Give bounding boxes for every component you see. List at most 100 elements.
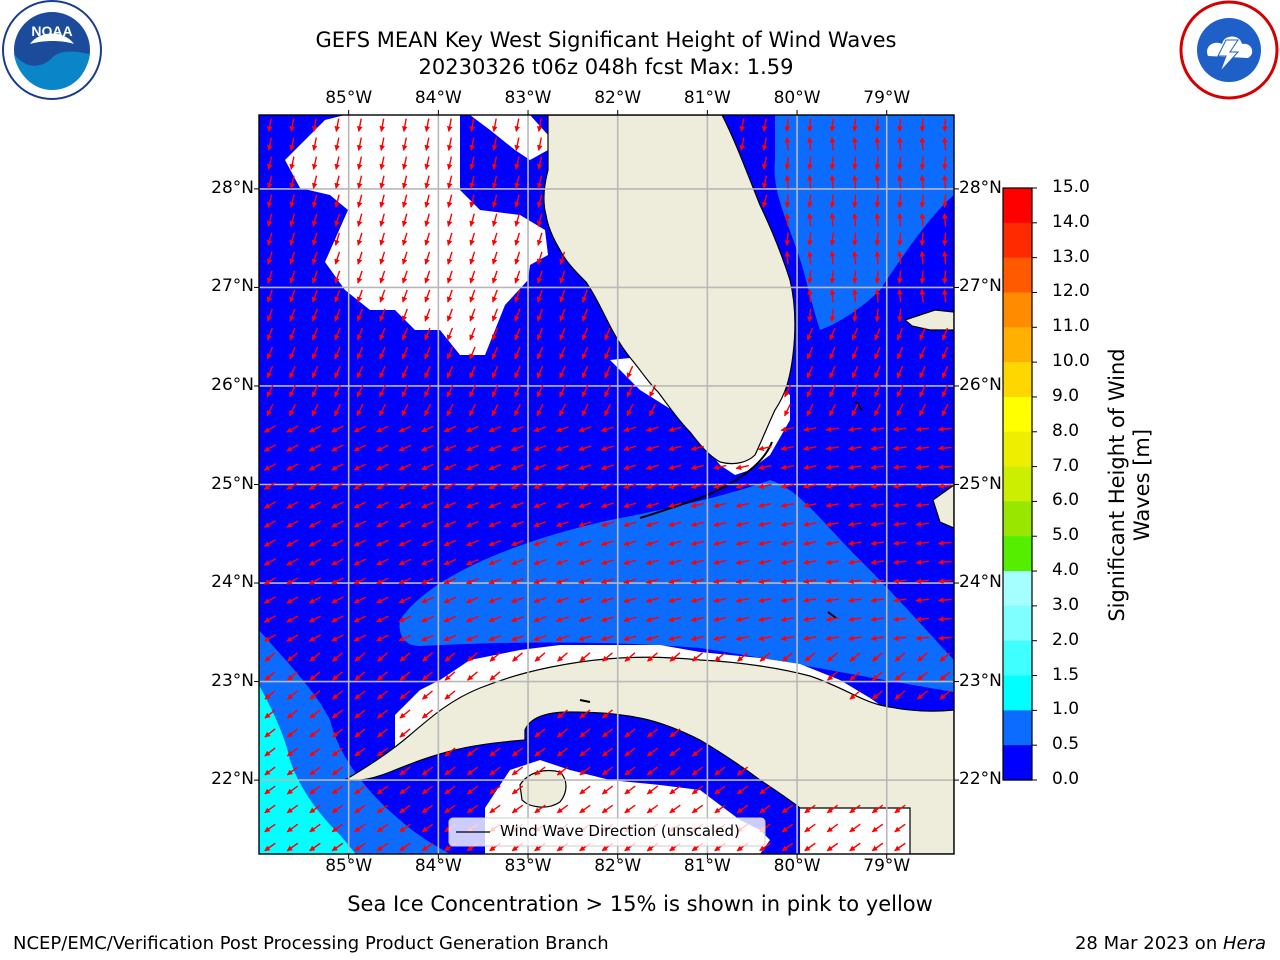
wave-arrow	[446, 270, 453, 284]
wave-arrow	[334, 137, 340, 151]
wave-arrow	[465, 425, 479, 433]
y-tick-left: 26°N	[211, 374, 254, 395]
wave-arrow	[446, 118, 453, 132]
wave-arrow	[334, 232, 341, 246]
wave-arrow	[421, 577, 434, 585]
wave-arrow	[915, 559, 930, 565]
wave-arrow	[534, 766, 546, 776]
wave-arrow	[623, 635, 637, 642]
wave-arrow	[511, 766, 524, 776]
wave-arrow	[780, 502, 795, 509]
wave-arrow	[356, 384, 364, 398]
wave-arrow	[533, 445, 547, 452]
wave-arrow	[379, 270, 386, 284]
wave-arrow	[469, 289, 476, 303]
wave-arrow	[510, 464, 524, 471]
wave-arrow	[897, 270, 903, 285]
wave-arrow	[401, 137, 408, 151]
wave-arrow	[286, 520, 299, 528]
wave-arrow	[919, 327, 926, 341]
y-tick-right: 27°N	[959, 276, 1002, 297]
wave-arrow	[489, 804, 501, 814]
wave-arrow	[825, 616, 840, 623]
wave-arrow	[825, 426, 840, 433]
wave-arrow	[331, 596, 344, 604]
wave-arrow	[354, 652, 366, 662]
wave-arrow	[424, 308, 431, 322]
wave-arrow	[803, 464, 817, 471]
wave-arrow	[511, 785, 524, 795]
wave-arrow	[894, 652, 906, 662]
wave-arrow	[443, 596, 457, 604]
wave-arrow	[941, 346, 949, 360]
wave-arrow	[713, 559, 727, 566]
wave-arrow	[533, 616, 547, 623]
wave-arrow	[421, 425, 434, 433]
wave-arrow	[334, 118, 340, 132]
wave-arrow	[937, 445, 952, 451]
wave-arrow	[691, 747, 704, 757]
wave-arrow	[424, 384, 431, 398]
wave-arrow	[872, 671, 883, 681]
wave-arrow	[536, 175, 543, 189]
wave-arrow	[737, 652, 748, 662]
wave-arrow	[852, 212, 858, 227]
wave-arrow	[919, 194, 926, 209]
wave-arrow	[421, 766, 434, 776]
wave-arrow	[510, 426, 524, 433]
wave-arrow	[263, 634, 276, 642]
wave-arrow	[488, 520, 502, 528]
wave-arrow	[376, 539, 389, 547]
wave-arrow	[851, 327, 859, 341]
wave-arrow	[691, 766, 704, 776]
wave-arrow	[309, 804, 321, 814]
wave-arrow	[286, 728, 299, 738]
wave-arrow	[263, 539, 276, 547]
wave-arrow	[806, 403, 814, 417]
wave-arrow	[398, 615, 412, 623]
wave-arrow	[870, 445, 885, 451]
wave-arrow	[647, 652, 658, 662]
wave-arrow	[398, 444, 412, 452]
wave-arrow	[488, 615, 502, 623]
wave-arrow	[870, 616, 885, 622]
wave-arrow	[399, 728, 411, 738]
wave-arrow	[804, 842, 816, 852]
wave-arrow	[780, 540, 795, 547]
wave-arrow	[379, 232, 386, 246]
colorbar-tick-label: 6.0	[1052, 490, 1080, 511]
wave-arrow	[690, 616, 704, 623]
wave-arrow	[488, 596, 502, 604]
wave-arrow	[469, 384, 476, 398]
wave-arrow	[894, 842, 906, 852]
wave-arrow	[600, 559, 614, 566]
wave-arrow	[466, 747, 479, 757]
wave-arrow	[353, 482, 367, 490]
wave-arrow	[489, 671, 501, 681]
wave-arrow	[825, 597, 840, 604]
wave-arrow	[713, 578, 727, 585]
wave-arrow	[669, 804, 681, 814]
wave-arrow	[466, 766, 479, 776]
wave-arrow	[874, 288, 881, 303]
wave-arrow	[829, 403, 836, 417]
wave-arrow	[555, 635, 569, 642]
wave-arrow	[308, 463, 322, 471]
wave-arrow	[600, 616, 614, 623]
x-tick-top: 80°W	[773, 88, 821, 108]
wave-arrow	[852, 232, 858, 247]
wave-arrow	[510, 521, 524, 528]
wave-arrow	[376, 842, 389, 852]
wave-arrow	[398, 501, 412, 509]
wave-arrow	[309, 690, 321, 700]
wave-arrow	[424, 251, 431, 265]
wave-arrow	[781, 842, 794, 852]
wave-arrow	[263, 615, 276, 623]
wave-arrow	[379, 156, 385, 170]
wave-arrow	[581, 403, 589, 417]
wave-arrow	[264, 671, 276, 681]
wave-arrow	[334, 308, 341, 322]
wave-arrow	[488, 634, 502, 642]
wave-arrow	[919, 346, 926, 360]
wave-arrow	[803, 597, 817, 604]
